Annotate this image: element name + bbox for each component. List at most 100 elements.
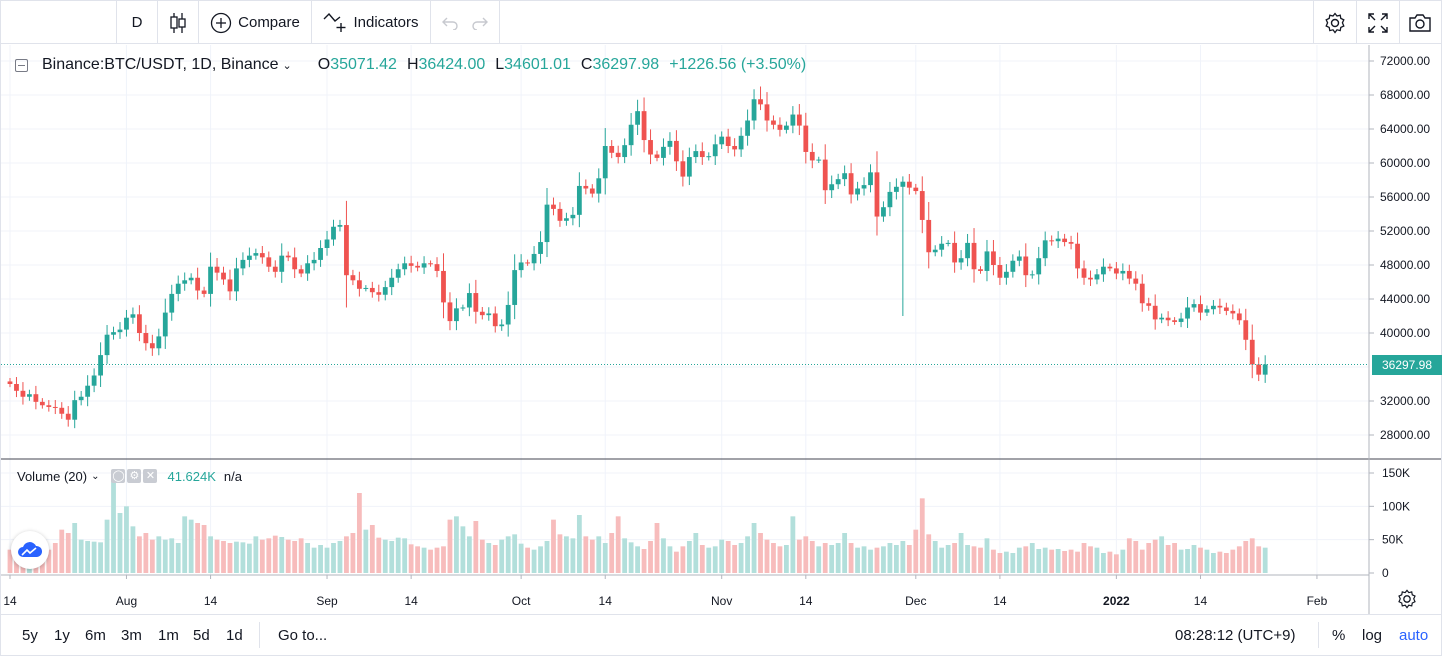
volume-bar bbox=[1172, 543, 1177, 573]
volume-bar bbox=[965, 545, 970, 573]
candle-body bbox=[1243, 320, 1249, 340]
candle-body bbox=[997, 265, 1003, 278]
fullscreen-button[interactable] bbox=[1357, 1, 1399, 44]
candle-body bbox=[1159, 317, 1165, 320]
volume-bar bbox=[1075, 551, 1080, 573]
volume-bar bbox=[46, 549, 52, 573]
price-tick-label: 40000.00 bbox=[1380, 326, 1430, 340]
candle-body bbox=[137, 314, 142, 333]
volume-bar bbox=[1036, 549, 1042, 573]
volume-bar bbox=[738, 543, 744, 573]
gear-small-icon[interactable]: ⚙ bbox=[127, 469, 142, 483]
candle-body bbox=[751, 99, 757, 121]
timezone-clock[interactable]: 08:28:12 (UTC+9) bbox=[1175, 626, 1296, 644]
candle-body bbox=[1126, 270, 1132, 279]
volume-chevron-down-icon[interactable]: ⌄ bbox=[91, 470, 100, 482]
range-5d[interactable]: 5d bbox=[193, 626, 210, 644]
volume-bar bbox=[518, 543, 524, 573]
candle-body bbox=[279, 255, 285, 272]
indicators-button[interactable]: Indicators bbox=[312, 1, 430, 44]
eye-icon[interactable]: ◯ bbox=[111, 469, 126, 483]
volume-title[interactable]: Volume (20) bbox=[17, 468, 88, 484]
settings-button[interactable] bbox=[1314, 1, 1356, 44]
volume-legend: Volume (20) ⌄ ◯ ⚙ ✕ 41.624K n/a bbox=[17, 467, 242, 485]
volume-bar bbox=[609, 533, 615, 573]
candle-body bbox=[460, 307, 466, 309]
volume-bar bbox=[1088, 546, 1093, 573]
candle-body bbox=[538, 242, 543, 254]
brand-badge[interactable] bbox=[11, 531, 49, 569]
volume-tick-label: 150K bbox=[1382, 466, 1410, 480]
candle-body bbox=[1249, 339, 1255, 365]
candle-body bbox=[855, 188, 860, 195]
log-toggle[interactable]: log bbox=[1362, 626, 1383, 644]
volume-tick-label: 100K bbox=[1382, 499, 1410, 513]
range-3m[interactable]: 3m bbox=[121, 626, 142, 644]
candle-body bbox=[33, 394, 39, 402]
volume-bar bbox=[796, 539, 802, 573]
volume-bar bbox=[1049, 549, 1055, 573]
volume-bar bbox=[667, 546, 673, 573]
volume-bar bbox=[596, 536, 602, 573]
price-tick-label: 68000.00 bbox=[1380, 88, 1430, 102]
candle-body bbox=[473, 293, 479, 312]
range-1y[interactable]: 1y bbox=[54, 626, 70, 644]
volume-bar bbox=[751, 523, 757, 573]
volume-bar bbox=[1003, 551, 1009, 573]
candle-body bbox=[939, 243, 945, 250]
interval-button[interactable]: D bbox=[117, 1, 157, 44]
candle-body bbox=[654, 154, 660, 158]
candle-body bbox=[59, 407, 65, 414]
close-icon[interactable]: ✕ bbox=[143, 469, 158, 483]
volume-bar bbox=[7, 549, 13, 573]
candle-body bbox=[551, 204, 556, 209]
chart-type-button[interactable] bbox=[158, 1, 198, 44]
volume-bar bbox=[913, 529, 919, 573]
price-chart[interactable]: 72000.00 68000.00 64000.00 60000.00 56000.00… bbox=[1, 45, 1441, 614]
percent-toggle[interactable]: % bbox=[1332, 626, 1346, 644]
volume-bar bbox=[576, 515, 582, 573]
volume-bar bbox=[919, 498, 925, 573]
candle-body bbox=[1146, 303, 1152, 306]
candle-body bbox=[777, 124, 783, 130]
auto-toggle[interactable]: auto bbox=[1399, 626, 1429, 644]
range-1m[interactable]: 1m bbox=[158, 626, 179, 644]
chevron-down-icon[interactable]: ⌄ bbox=[282, 59, 292, 72]
volume-bar bbox=[784, 545, 789, 573]
volume-bar bbox=[1094, 547, 1100, 573]
undo-button[interactable] bbox=[437, 1, 463, 44]
candle-body bbox=[1217, 305, 1223, 308]
candle-body bbox=[156, 336, 162, 349]
candle-body bbox=[1088, 277, 1093, 280]
time-tick-label: 14 bbox=[3, 594, 17, 608]
volume-bar bbox=[906, 545, 912, 573]
price-tick-label: 52000.00 bbox=[1380, 224, 1430, 238]
symbol-title[interactable]: Binance:BTC/USDT, 1D, Binance bbox=[42, 56, 279, 73]
candle-body bbox=[965, 242, 970, 259]
candle-body bbox=[784, 125, 789, 130]
volume-bar bbox=[719, 539, 725, 573]
volume-bar bbox=[958, 533, 964, 573]
candle-body bbox=[615, 152, 621, 158]
ohlc-values: O35071.42 H36424.00 L34601.01 C36297.98 … bbox=[318, 56, 806, 74]
candle-body bbox=[169, 293, 175, 313]
goto-button[interactable]: Go to... bbox=[278, 626, 328, 644]
redo-button[interactable] bbox=[467, 1, 493, 44]
compare-button[interactable]: Compare bbox=[199, 1, 311, 44]
range-1d[interactable]: 1d bbox=[226, 626, 243, 644]
candle-body bbox=[881, 207, 886, 217]
volume-bar bbox=[182, 516, 188, 573]
candle-body bbox=[72, 400, 78, 420]
snapshot-button[interactable] bbox=[1400, 1, 1440, 44]
collapse-legend-button[interactable] bbox=[15, 58, 28, 72]
candle-body bbox=[861, 185, 867, 189]
range-6m[interactable]: 6m bbox=[85, 626, 106, 644]
volume-bar bbox=[1139, 549, 1145, 573]
candle-body bbox=[945, 242, 951, 244]
candle-body bbox=[1120, 270, 1126, 274]
range-5y[interactable]: 5y bbox=[22, 626, 38, 644]
scale-settings-button[interactable] bbox=[1395, 587, 1419, 611]
candle-body bbox=[518, 262, 524, 271]
candle-body bbox=[758, 99, 763, 105]
volume-bar bbox=[221, 541, 226, 573]
